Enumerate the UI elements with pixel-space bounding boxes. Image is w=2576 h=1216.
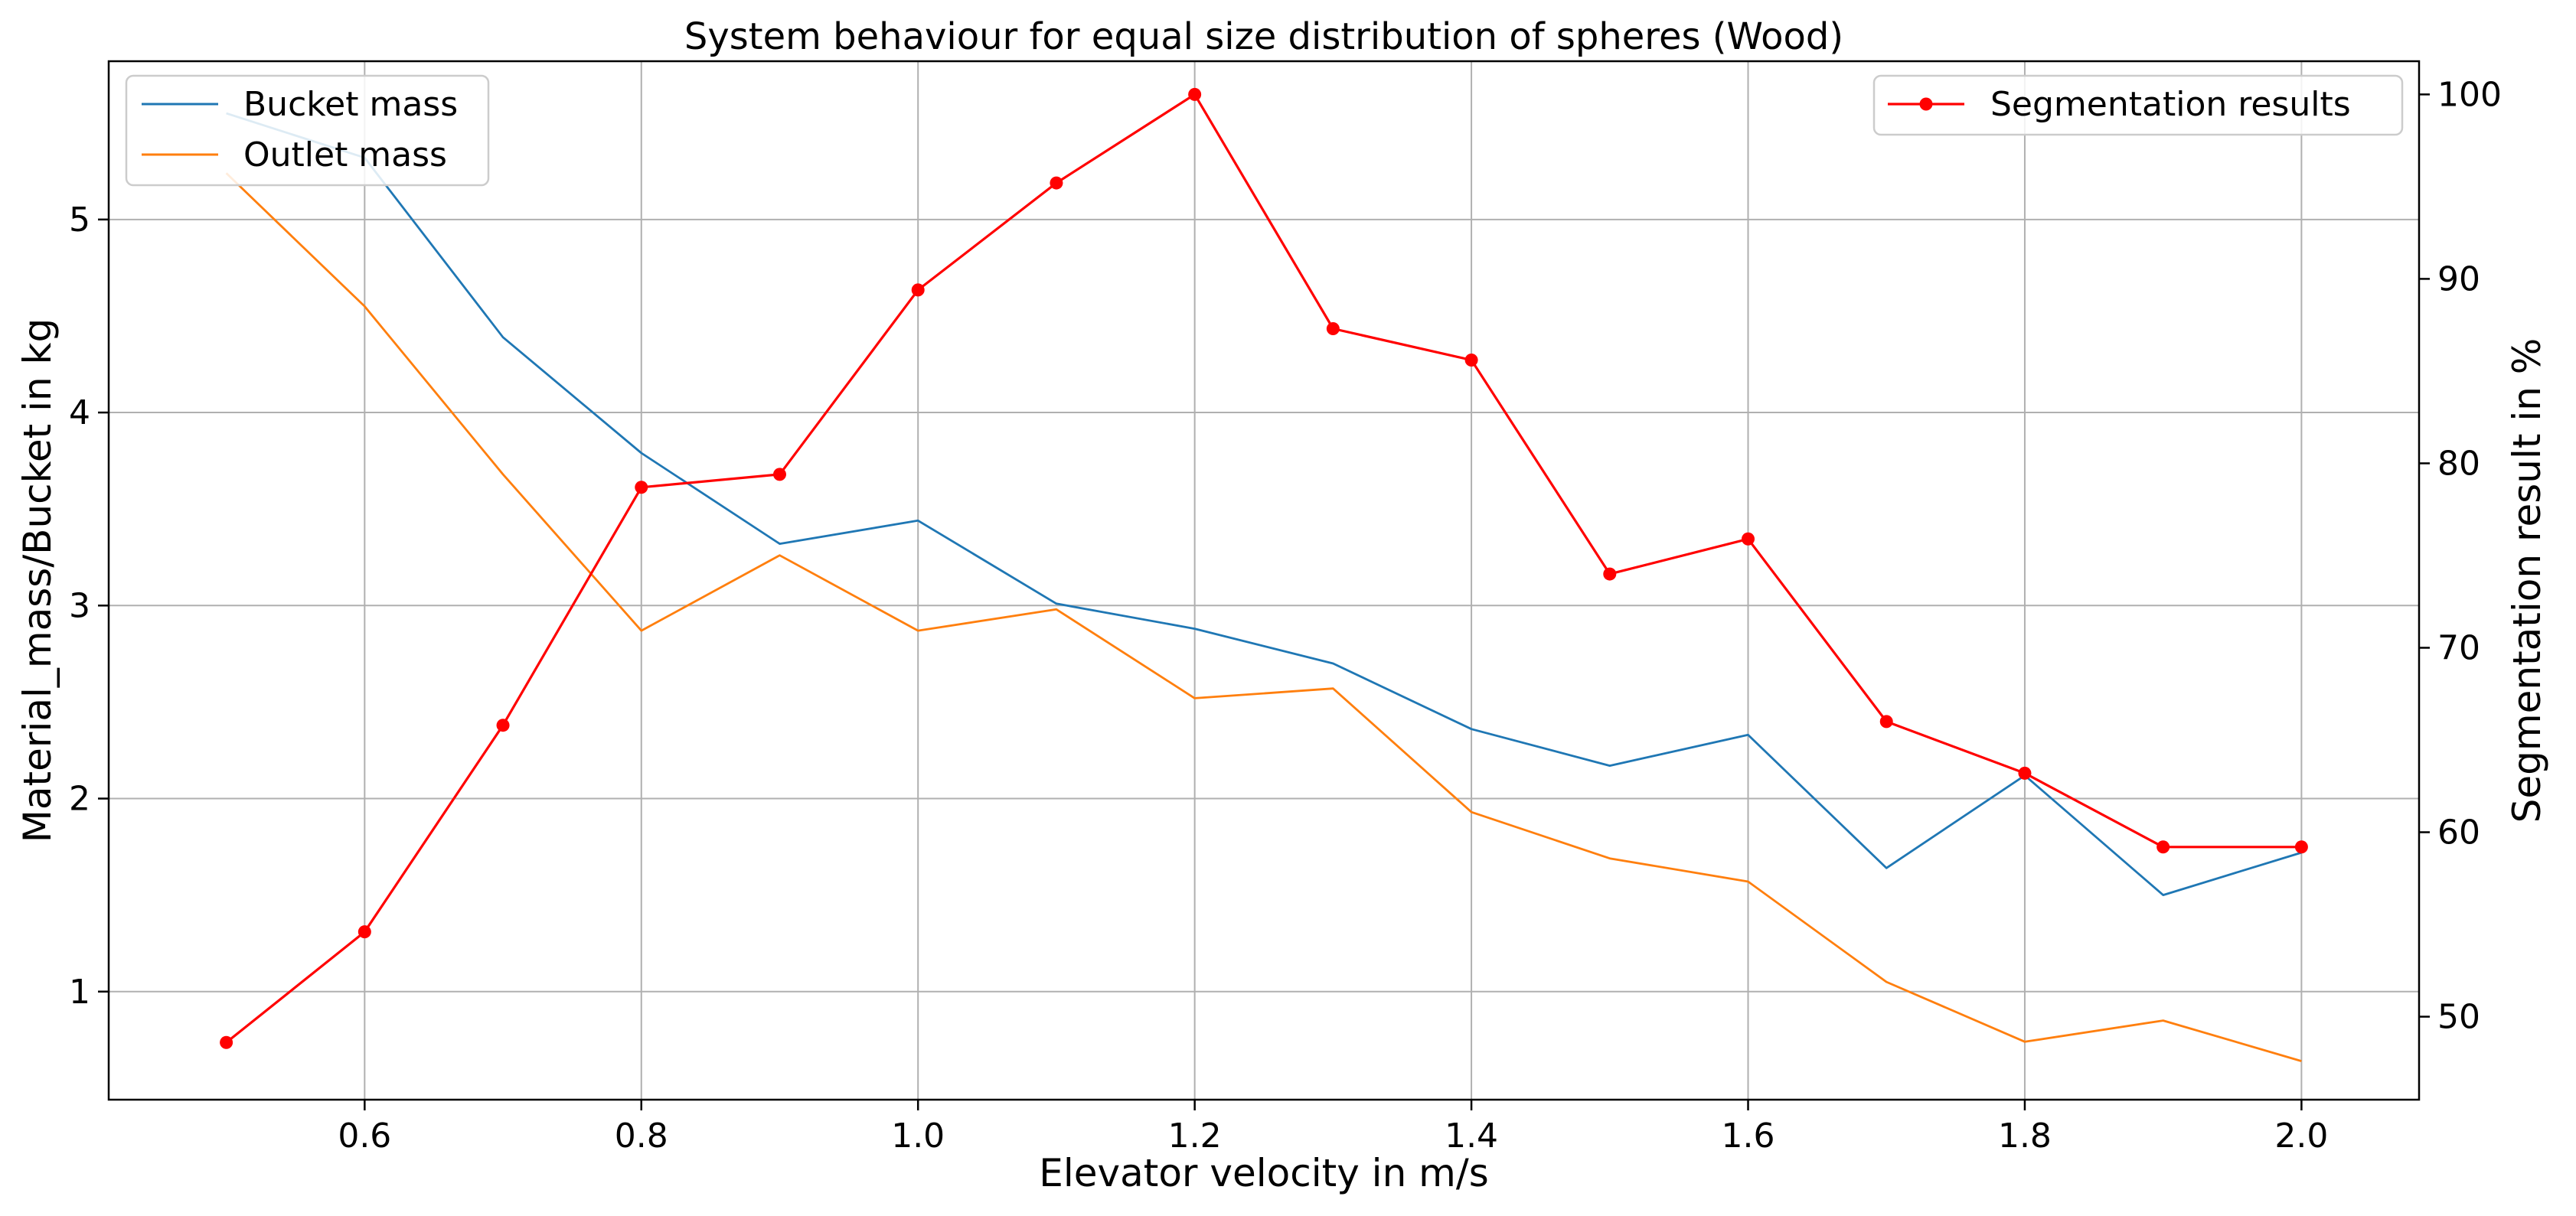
segmentation-results-point [1742,532,1755,546]
x-tick-label: 1.6 [1722,1117,1775,1156]
segmentation-results-point [2294,840,2308,854]
segmentation-results-point [772,468,786,481]
segmentation-results-point [911,283,925,297]
y-axis-label: Material_mass/Bucket in kg [15,318,60,843]
x-tick-label: 1.4 [1445,1117,1498,1156]
segmentation-results-point [1464,353,1478,367]
chart-title: System behaviour for equal size distribu… [684,15,1843,58]
legend-outlet-mass-label: Outlet mass [243,135,447,174]
segmentation-results-line [225,93,2302,1044]
x-tick-label: 2.0 [2274,1117,2328,1156]
plot-frame [107,60,2421,1101]
outlet-mass-line [225,172,2302,1062]
y-tick-label: 2 [69,780,90,819]
series-layer [220,87,2308,1062]
y-right-tick-label: 50 [2437,998,2480,1037]
segmentation-results-point [1326,321,1340,335]
x-tick-label: 0.6 [338,1117,391,1156]
legend-bucket-mass-label: Bucket mass [243,85,458,124]
segmentation-results-point [496,719,510,732]
x-tick-label: 1.8 [1998,1117,2052,1156]
grid-layer [109,61,2419,1100]
x-tick-label: 1.2 [1168,1117,1222,1156]
y-tick-label: 3 [69,586,90,625]
segmentation-results-point [635,481,648,494]
legend-right-box [1872,74,2404,136]
segmentation-results-point [2156,840,2170,854]
y-right-tick-label: 100 [2437,75,2502,114]
y-right-tick-label: 60 [2437,813,2480,853]
segmentation-results-point [358,925,371,939]
ticks-layer: 0.6 0.8 1.0 1.2 1.4 1.6 1.8 2.0 1 2 3 4 5 50 60 70 80 90 1… [69,75,2502,1156]
segmentation-results-point [220,1035,233,1049]
y-axis-label-right: Segmentation result in % [2505,338,2549,823]
y-right-tick-label: 80 [2437,444,2480,483]
legend-left: Bucket mass Outlet mass [125,74,490,187]
segmentation-results-point [1188,87,1202,101]
x-tick-label: 1.0 [891,1117,945,1156]
legend-segmentation-results-marker [1919,97,1933,111]
y-right-tick-label: 70 [2437,628,2480,667]
y-tick-label: 4 [69,393,90,432]
segmentation-results-point [1050,176,1063,190]
bucket-mass-line [226,112,2302,896]
x-axis-label: Elevator velocity in m/s [1039,1151,1489,1195]
y-tick-label: 5 [69,200,90,240]
x-tick-label: 0.8 [615,1117,668,1156]
segmentation-results-point [1603,567,1617,581]
legend-segmentation-results-label: Segmentation results [1990,85,2351,124]
segmentation-results-point [2018,766,2032,780]
segmentation-results-point [1879,715,1893,729]
y-tick-label: 1 [69,973,90,1012]
y-right-tick-label: 90 [2437,259,2480,298]
legend-right: Segmentation results [1872,74,2404,136]
